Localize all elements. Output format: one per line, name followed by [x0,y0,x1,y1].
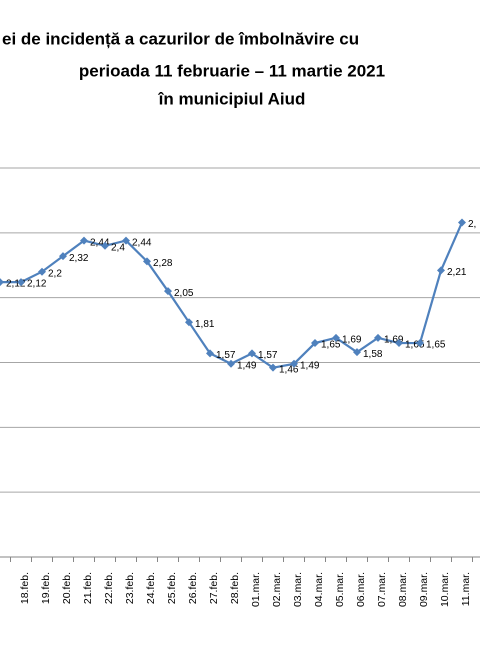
data-label: 1,81 [195,319,215,330]
line [0,222,464,369]
x-tick-label: 28.feb. [229,572,241,604]
marker [101,241,109,250]
x-tick-label: 10.mar. [439,572,451,607]
marker [311,339,319,348]
x-tick-label: 07.mar. [376,572,388,607]
data-label: 2,2 [48,268,62,279]
marker [206,349,214,358]
x-tick-label: 25.feb. [166,572,178,604]
marker [80,236,88,245]
x-tick-label: 22.feb. [103,572,115,604]
x-tick-label: 26.feb. [187,572,199,604]
marker [269,363,277,372]
x-tick-label: 06.mar. [355,572,367,607]
marker [458,218,466,227]
data-label: 2,05 [174,288,194,299]
data-label: 1,69 [342,335,362,346]
x-tick-label: 04.mar. [313,572,325,607]
x-tick-label: 05.mar. [334,572,346,607]
data-label: 2,44 [132,237,152,248]
x-tick-label: 23.feb. [124,572,136,604]
data-label: 2,32 [69,253,89,264]
x-tick-label: 08.mar. [397,572,409,607]
marker [143,257,151,266]
marker [395,339,403,348]
data-label: 1,57 [216,350,236,361]
x-tick-label: 20.feb. [61,572,73,604]
x-tick-label: 19.feb. [40,572,52,604]
data-label: 2,12 [6,279,26,290]
x-tick-label: 09.mar. [418,572,430,607]
marker [17,278,25,287]
data-label: 1,69 [384,335,404,346]
chart-title: ei de incidență a cazurilor de îmbolnăvi… [2,29,359,48]
x-tick-label: 11.mar. [460,572,472,606]
x-tick-label: 03.mar. [292,572,304,607]
marker [374,333,382,342]
chart-title: perioada 11 februarie – 11 martie 2021 [79,61,385,80]
data-label: 1,58 [363,349,383,360]
marker [59,252,67,261]
data-label: 1,49 [300,360,320,371]
marker [332,333,340,342]
data-label: 1,57 [258,350,278,361]
data-label: 2,12 [27,279,47,290]
marker [227,359,235,368]
data-label: 1,46 [279,364,299,375]
marker [164,287,172,296]
x-tick-label: 01.mar. [250,572,262,607]
data-label: 2,4 [111,242,125,253]
marker [437,266,445,275]
data-label: 1,65 [321,340,341,351]
marker [185,318,193,327]
data-label: 1,65 [426,340,446,351]
chart-title: în municipiul Aiud [158,89,306,108]
x-tick-label: 02.mar. [271,572,283,607]
marker [38,267,46,276]
marker [248,349,256,358]
data-label: 2,28 [153,258,173,269]
x-tick-label: 21.feb. [82,572,94,604]
data-label: 1,65 [405,340,425,351]
marker [416,339,424,348]
marker [0,278,4,287]
x-tick-label: 18.feb. [19,572,31,604]
marker [122,236,130,245]
x-tick-label: 27.feb. [208,572,220,604]
data-label: 1,49 [237,360,257,371]
data-label: 2,44 [90,237,110,248]
x-tick-label: 24.feb. [145,572,157,604]
data-label: 2,21 [447,267,467,278]
marker [353,348,361,357]
marker [290,359,298,368]
data-label: 2, [468,219,476,230]
